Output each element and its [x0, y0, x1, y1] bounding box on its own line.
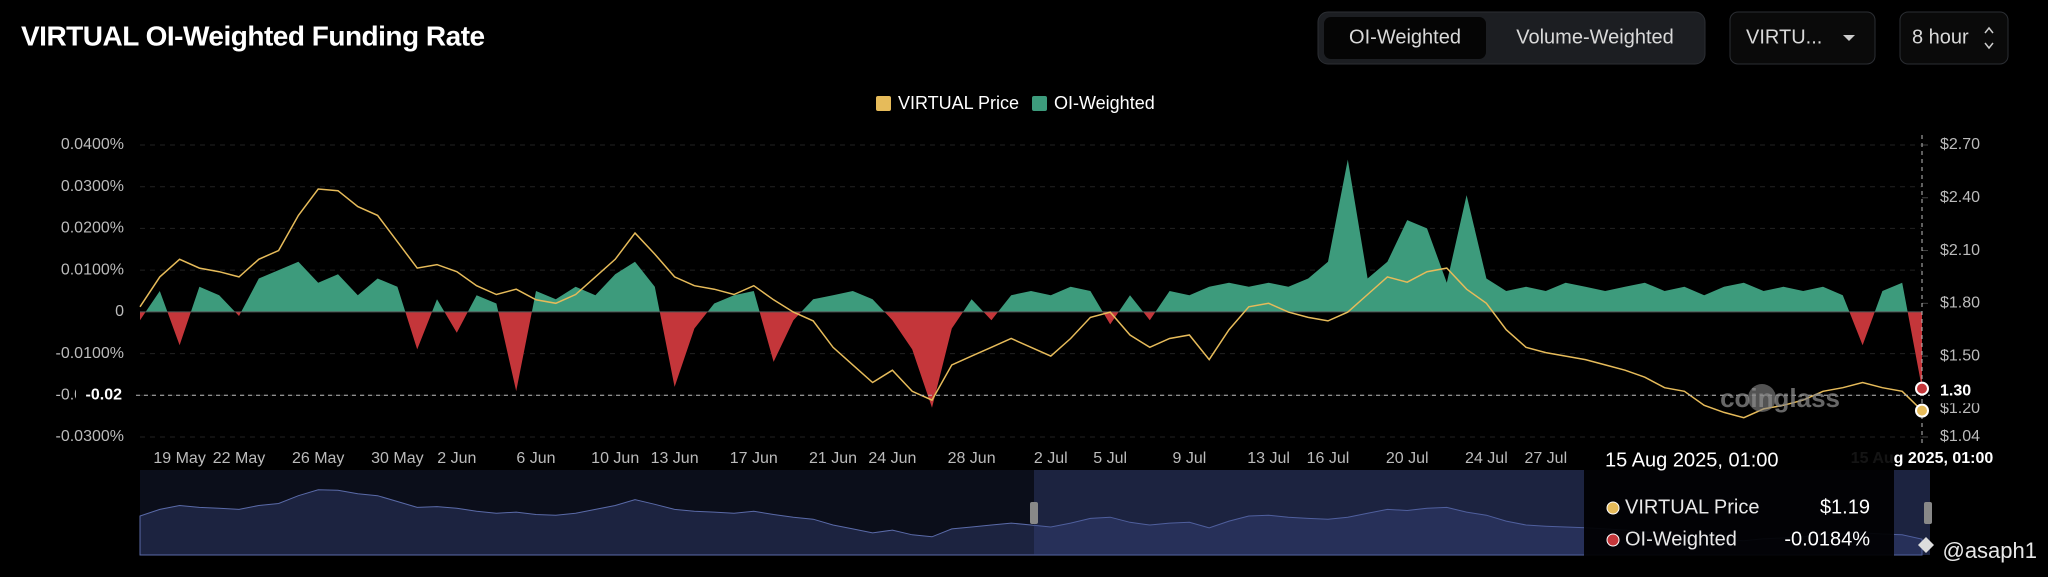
navigator-handle	[1924, 502, 1932, 524]
page-title: VIRTUAL OI-Weighted Funding Rate	[21, 20, 485, 51]
toggle-oi[interactable]: OI-Weighted	[1349, 26, 1461, 48]
y-tick-label: 0.0100%	[61, 261, 124, 278]
tooltip-title: 15 Aug 2025, 01:00	[1605, 449, 1779, 471]
y-tick-label: -0.0300%	[56, 428, 125, 445]
y-tick-label: 0.0300%	[61, 178, 124, 195]
y-tick-label: 0.0400%	[61, 136, 124, 153]
legend-label: VIRTUAL Price	[898, 93, 1019, 113]
x-tick-label: 26 May	[292, 450, 344, 467]
interval-select[interactable]	[1899, 11, 2009, 65]
x-tick-label: 19 May	[153, 450, 205, 467]
y2-tick-label: $1.50	[1940, 347, 1980, 364]
x-tick-label: 2 Jun	[437, 450, 476, 467]
credit-icon	[1918, 537, 1934, 553]
tooltip-name: OI-Weighted	[1625, 528, 1737, 550]
y2-tick-label: $2.70	[1940, 136, 1980, 153]
crosshair-y-label: -0.02	[86, 387, 123, 404]
symbol-select[interactable]	[1729, 11, 1876, 65]
y-tick-label: -0.0100%	[56, 345, 125, 362]
x-tick-label: 28 Jun	[948, 450, 996, 467]
dropdown-arrow	[1843, 35, 1855, 41]
navigator-handle	[1030, 502, 1038, 524]
legend-swatch	[876, 96, 891, 111]
funding-marker	[1915, 381, 1929, 396]
y2-tick-label: $1.80	[1940, 295, 1980, 312]
tooltip-value: $1.19	[1820, 496, 1870, 518]
interval-text[interactable]: 8 hour	[1912, 26, 1969, 48]
x-tick-label: 2 Jul	[1034, 450, 1068, 467]
y-tick-label: 0.0200%	[61, 220, 124, 237]
tooltip-dot	[1606, 533, 1620, 547]
watermark: coinglass	[1720, 383, 1840, 413]
y2-tick-label: $1.20	[1940, 400, 1980, 417]
x-tick-label: 30 May	[371, 450, 423, 467]
x-tick-label: 20 Jul	[1386, 450, 1429, 467]
x-tick-label: 21 Jun	[809, 450, 857, 467]
legend-label: OI-Weighted	[1054, 93, 1155, 113]
tooltip-name: VIRTUAL Price	[1625, 496, 1759, 518]
y2-tick-label: $2.40	[1940, 189, 1980, 206]
x-tick-label: 27 Jul	[1524, 450, 1567, 467]
tooltip-dot	[1606, 501, 1620, 515]
price-line	[139, 188, 1923, 419]
x-tick-label: 10 Jun	[591, 450, 639, 467]
symbol-text[interactable]: VIRTU...	[1746, 26, 1822, 48]
x-tick-label: 16 Jul	[1307, 450, 1350, 467]
crosshair-y-box	[76, 383, 132, 408]
tooltip-value: -0.0184%	[1784, 528, 1870, 550]
x-tick-label: 24 Jul	[1465, 450, 1508, 467]
x-tick-label: 9 Jul	[1173, 450, 1207, 467]
y-tick-label: 0	[115, 303, 124, 320]
funding-area-positive	[140, 159, 1922, 312]
x-tick-label: 17 Jun	[730, 450, 778, 467]
legend-swatch	[1032, 96, 1047, 111]
credit: @asaph1	[1942, 538, 2037, 563]
crosshair-y2-label: 1.30	[1940, 382, 1971, 399]
x-tick-label: 13 Jul	[1247, 450, 1290, 467]
tooltip-box	[1584, 443, 1894, 561]
y2-tick-label: $2.10	[1940, 242, 1980, 259]
x-tick-label: 5 Jul	[1093, 450, 1127, 467]
spinner-icon	[1984, 26, 1994, 50]
x-tick-label: 24 Jun	[868, 450, 916, 467]
x-tick-label: 22 May	[213, 450, 265, 467]
y2-tick-label: $1.04	[1940, 428, 1980, 445]
x-tick-label: 13 Jun	[651, 450, 699, 467]
crosshair-y2-box	[1930, 379, 1990, 404]
watermark-logo	[1748, 384, 1776, 412]
toggle-volume[interactable]: Volume-Weighted	[1516, 26, 1674, 48]
toggle-active[interactable]	[1324, 17, 1486, 59]
price-marker	[1915, 403, 1929, 418]
x-tick-label: 6 Jun	[516, 450, 555, 467]
